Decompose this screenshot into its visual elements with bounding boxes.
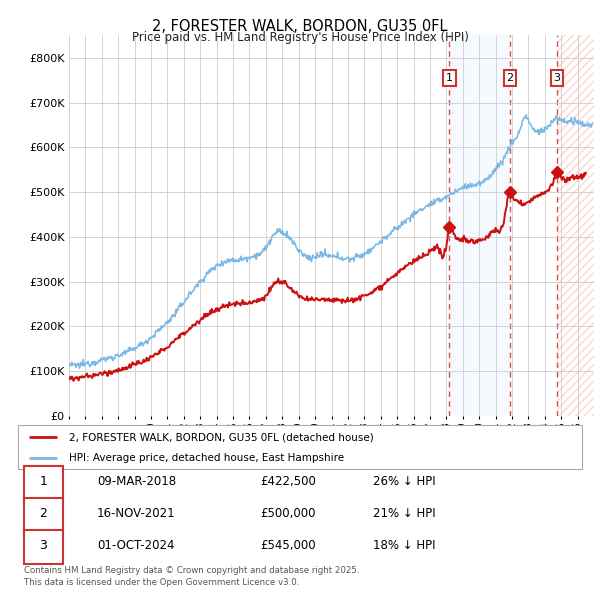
FancyBboxPatch shape: [23, 530, 63, 563]
Text: 3: 3: [40, 539, 47, 552]
Text: 18% ↓ HPI: 18% ↓ HPI: [373, 539, 436, 552]
Text: 16-NOV-2021: 16-NOV-2021: [97, 507, 176, 520]
Text: 1: 1: [446, 73, 453, 83]
Text: 1: 1: [40, 475, 47, 489]
FancyBboxPatch shape: [18, 425, 582, 469]
Bar: [557, 35, 594, 416]
Bar: [557, 35, 594, 416]
Text: Contains HM Land Registry data © Crown copyright and database right 2025.
This d: Contains HM Land Registry data © Crown c…: [24, 566, 359, 587]
Text: Price paid vs. HM Land Registry's House Price Index (HPI): Price paid vs. HM Land Registry's House …: [131, 31, 469, 44]
FancyBboxPatch shape: [23, 499, 63, 532]
Text: £500,000: £500,000: [260, 507, 316, 520]
Text: 2: 2: [506, 73, 514, 83]
Text: £545,000: £545,000: [260, 539, 316, 552]
Text: 2, FORESTER WALK, BORDON, GU35 0FL: 2, FORESTER WALK, BORDON, GU35 0FL: [152, 19, 448, 34]
Text: HPI: Average price, detached house, East Hampshire: HPI: Average price, detached house, East…: [69, 453, 344, 463]
Bar: [449, 35, 510, 416]
Text: 26% ↓ HPI: 26% ↓ HPI: [373, 475, 436, 489]
Text: 2: 2: [40, 507, 47, 520]
Text: £422,500: £422,500: [260, 475, 316, 489]
Text: 21% ↓ HPI: 21% ↓ HPI: [373, 507, 436, 520]
Text: 01-OCT-2024: 01-OCT-2024: [97, 539, 175, 552]
Text: 2, FORESTER WALK, BORDON, GU35 0FL (detached house): 2, FORESTER WALK, BORDON, GU35 0FL (deta…: [69, 432, 374, 442]
Text: 3: 3: [554, 73, 560, 83]
Text: 09-MAR-2018: 09-MAR-2018: [97, 475, 176, 489]
FancyBboxPatch shape: [23, 466, 63, 499]
